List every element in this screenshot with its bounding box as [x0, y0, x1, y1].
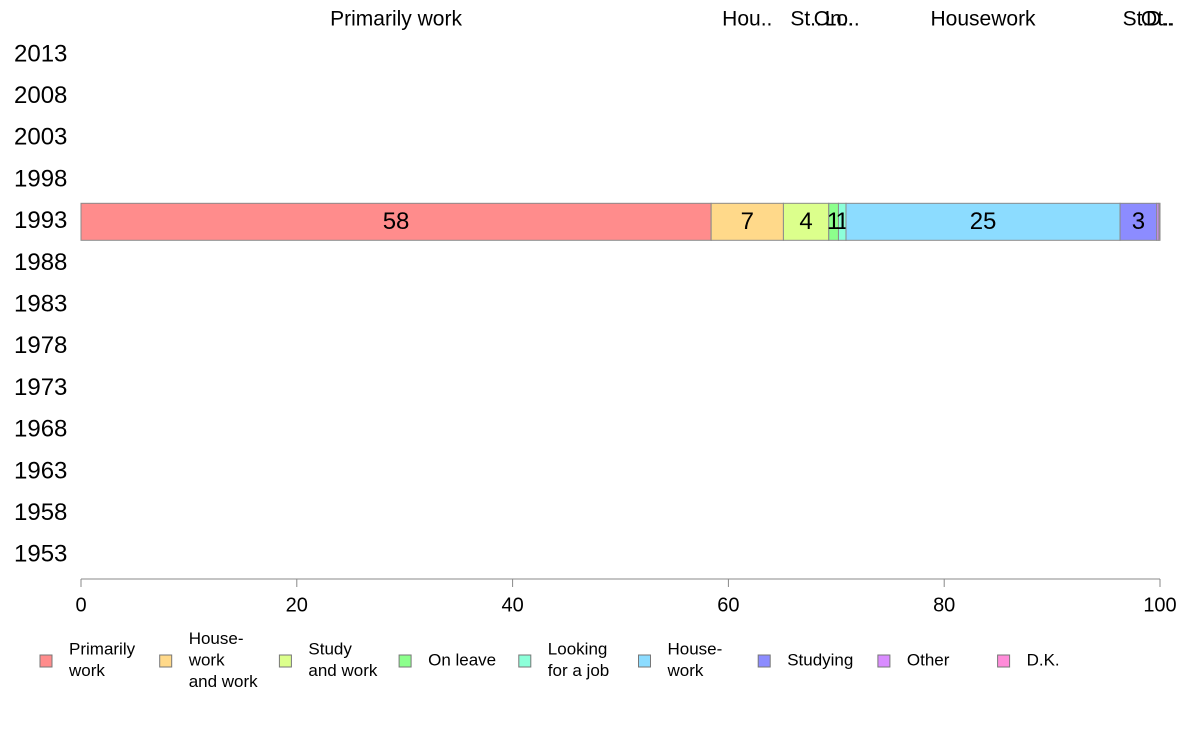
y-tick-label: 2013: [14, 40, 67, 67]
x-tick-label: 40: [501, 594, 523, 616]
top-category-labels: Primarily work Hou.. St..On..Lo.. Housework…: [330, 8, 1175, 31]
x-tick-label: 20: [286, 594, 308, 616]
x-tick-label: 0: [75, 594, 86, 616]
legend-label: work: [188, 650, 225, 669]
legend-swatch: [638, 654, 651, 668]
legend-label: and work: [189, 672, 258, 691]
legend-label: D.K.: [1027, 650, 1060, 669]
y-tick-label: 1998: [14, 165, 67, 192]
legend-swatch: [398, 654, 412, 668]
legend-swatch: [39, 654, 53, 668]
bar-segment: [1158, 202, 1161, 241]
legend-swatch: [997, 654, 1011, 668]
top-segment-label: Primarily work: [330, 8, 462, 31]
top-segment-label: St..: [790, 8, 822, 31]
bar-value-label: 3: [1132, 208, 1145, 235]
top-segment-label: D..: [1146, 8, 1173, 31]
y-tick-label: 2008: [14, 82, 67, 109]
bar-segment: [782, 202, 830, 241]
legend-swatch: [278, 654, 292, 668]
x-axis: 0 20 40 60 80 100: [75, 578, 1177, 616]
legend-swatch: [757, 654, 771, 668]
y-tick-label: 1968: [14, 416, 67, 443]
y-tick-label: 1963: [14, 457, 67, 484]
bar-value-label: 1: [827, 208, 840, 235]
y-tick-label: 1983: [14, 291, 67, 318]
legend-swatch: [159, 654, 173, 668]
legend-label: and work: [308, 661, 377, 680]
bar-value-label: 7: [741, 208, 754, 235]
y-tick-label: 1988: [14, 249, 67, 276]
legend-label: for a job: [548, 661, 609, 680]
top-segment-label: Hou..: [722, 8, 772, 31]
y-tick-label: 1958: [14, 499, 67, 526]
legend-label: work: [667, 661, 704, 680]
bar-value-label: 25: [970, 208, 997, 235]
legend-label: Other: [907, 650, 950, 669]
bar-segment: [710, 202, 784, 241]
legend-label: Looking: [548, 640, 608, 659]
top-segment-label: Housework: [931, 8, 1037, 31]
top-segment-label: Lo..: [825, 8, 860, 31]
top-segment-label: On..: [814, 8, 854, 31]
x-tick-label: 60: [717, 594, 739, 616]
bars: 58 7 4 11 25 3: [80, 202, 1161, 241]
bar-value-label: 4: [799, 208, 812, 235]
top-segment-label: Ot..: [1141, 8, 1175, 31]
y-tick-label: 2003: [14, 124, 67, 151]
top-segment-label: St..: [1123, 8, 1155, 31]
y-tick-label: 1993: [14, 207, 67, 234]
legend-swatch: [518, 654, 532, 668]
legend: Primarily work House-work and work Study and …: [39, 629, 1060, 691]
y-tick-label: 1978: [14, 332, 67, 359]
legend-label: On leave: [428, 650, 496, 669]
legend-label: House-: [189, 629, 244, 648]
bar-segment: [1119, 202, 1158, 241]
y-tick-label: 1953: [14, 541, 67, 568]
legend-swatch: [877, 654, 891, 668]
legend-label: Primarily: [69, 640, 136, 659]
bar-value-label: 58: [383, 208, 410, 235]
legend-label: Study: [308, 640, 352, 659]
y-tick-label: 1973: [14, 374, 67, 401]
legend-label: Studying: [787, 650, 853, 669]
bar-segment: [845, 202, 1121, 241]
x-tick-label: 80: [933, 594, 955, 616]
legend-label: work: [68, 661, 105, 680]
x-tick-label: 100: [1143, 594, 1176, 616]
y-axis-labels: 2013 2008 2003 1998 1993 1988 1983 1978 1973 1968…: [14, 40, 67, 567]
legend-label: House-: [668, 640, 723, 659]
